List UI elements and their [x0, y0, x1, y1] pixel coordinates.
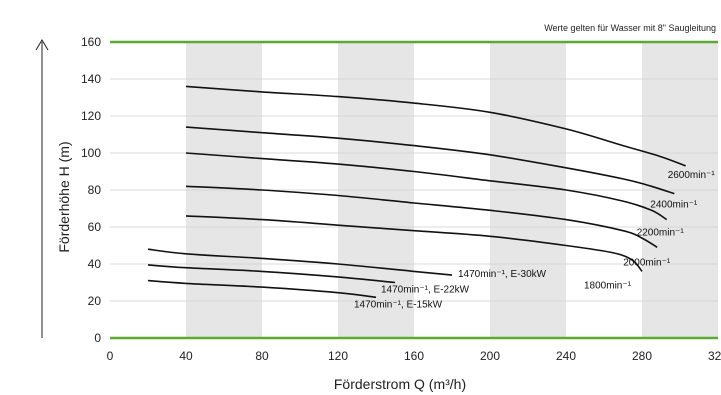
curve-labels: 2600min⁻¹ 2400min⁻¹ 2200min⁻¹ 2000min⁻¹ 1800…	[354, 170, 715, 310]
x-tick-label: 120	[328, 349, 348, 363]
x-tick-label: 160	[404, 349, 424, 363]
y-tick-label: 140	[81, 72, 101, 86]
curve-label-2200min: 2200min⁻¹	[637, 228, 685, 239]
curve-2000min	[185, 185, 658, 248]
y-tick-label: 60	[88, 220, 102, 234]
x-tick-label: 80	[255, 349, 269, 363]
y-tick-label: 160	[81, 35, 101, 49]
y-tick-label: 20	[88, 294, 102, 308]
x-tick-labels: 0 40 80 120 160 200 240 280 320	[107, 349, 721, 363]
curve-2600min	[185, 85, 686, 167]
x-tick-label: 280	[632, 349, 652, 363]
x-tick-label: 320	[708, 349, 721, 363]
y-axis-title: Förderhöhe H (m)	[56, 141, 72, 252]
curve-label-2000min: 2000min⁻¹	[623, 257, 671, 268]
y-tick-label: 120	[81, 109, 101, 123]
curve-1470min-e-30kw	[147, 248, 453, 276]
curve-1470min-e-15kw	[147, 279, 377, 299]
chart-note: Werte gelten für Wasser mit 8" Saugleitu…	[544, 23, 716, 33]
y-axis-arrow	[35, 39, 49, 338]
curve-label-2600min: 2600min⁻¹	[668, 170, 716, 181]
x-axis-title: Förderstrom Q (m³/h)	[334, 376, 466, 392]
x-tick-label: 200	[480, 349, 500, 363]
x-tick-label: 40	[179, 349, 193, 363]
y-tick-label: 100	[81, 146, 101, 160]
curve-label-1470min-e-22kw: 1470min⁻¹, E-22kW	[381, 285, 470, 296]
horizontal-gridlines	[110, 40, 718, 340]
curve-label-2400min: 2400min⁻¹	[650, 200, 698, 211]
curve-1470min-e-22kw	[147, 264, 396, 284]
x-tick-label: 0	[107, 349, 114, 363]
curve-label-1470min-e-15kw: 1470min⁻¹, E-15kW	[354, 299, 443, 310]
y-tick-labels: 0 20 40 60 80 100 120 140 160	[81, 35, 101, 345]
y-tick-label: 40	[88, 257, 102, 271]
x-tick-label: 240	[556, 349, 576, 363]
curve-label-1800min: 1800min⁻¹	[584, 280, 632, 291]
y-tick-label: 0	[94, 331, 101, 345]
y-tick-label: 80	[88, 183, 102, 197]
curve-2400min	[185, 126, 675, 195]
pump-curves	[147, 85, 686, 299]
curve-2200min	[185, 152, 668, 221]
curve-label-1470min-e-30kw: 1470min⁻¹, E-30kW	[458, 269, 547, 280]
curve-1800min	[185, 215, 643, 272]
